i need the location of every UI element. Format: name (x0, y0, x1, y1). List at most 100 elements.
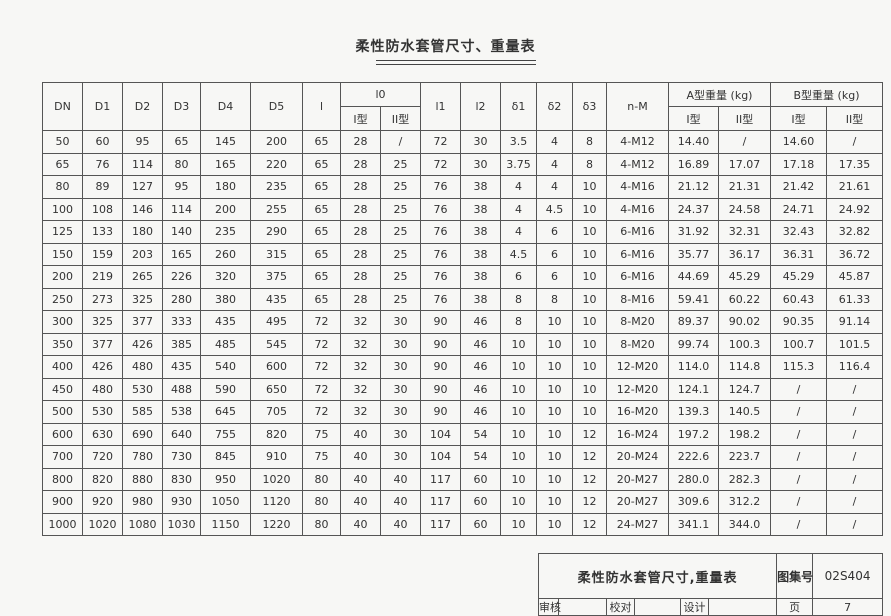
table-cell: 91.14 (825, 310, 884, 334)
table-cell: 10 (536, 355, 573, 379)
table-row: 800 820 880 830 950 1020 80 40 40 117 60 10 10 12 20-M… (42, 467, 884, 491)
table-cell: 44.69 (668, 265, 719, 289)
table-cell: 46 (460, 310, 501, 334)
table-cell: 10 (536, 445, 573, 469)
table-cell: 20-M24 (606, 445, 669, 469)
table-cell: 114 (122, 152, 163, 176)
table-cell: 10 (536, 400, 573, 424)
table-cell: 320 (200, 265, 251, 289)
table-cell: 220 (250, 152, 303, 176)
table-cell: 32.31 (718, 220, 771, 244)
table-cell: 10 (572, 197, 607, 221)
table-row: 150 159 203 165 260 315 65 28 25 76 38 4.5 6 10 6-M16 3… (42, 242, 884, 266)
table-cell: 104 (420, 422, 461, 446)
table-cell: 10 (536, 422, 573, 446)
table-cell: 4 (536, 130, 573, 154)
table-cell: 10 (500, 422, 537, 446)
table-cell: 21.42 (770, 175, 827, 199)
table-cell: 226 (162, 265, 201, 289)
table-cell: 8 (572, 130, 607, 154)
atlas-label: 图集号 (776, 553, 813, 599)
table-cell: 180 (122, 220, 163, 244)
table-cell: 38 (460, 265, 501, 289)
table-cell: 8 (500, 287, 537, 311)
table-cell: 12-M20 (606, 355, 669, 379)
check-label: 校对 (606, 598, 635, 616)
table-row: 200 219 265 226 320 375 65 28 25 76 38 6 6 10 6-M16 44.… (42, 265, 884, 289)
table-cell: 435 (162, 355, 201, 379)
table-cell: 10 (572, 400, 607, 424)
table-cell: 435 (200, 310, 251, 334)
table-cell: 1000 (42, 512, 83, 536)
table-cell: / (770, 490, 827, 514)
table-cell: 28 (340, 287, 381, 311)
table-cell: 65 (302, 287, 341, 311)
table-cell: 65 (302, 265, 341, 289)
table-cell: 46 (460, 377, 501, 401)
table-cell: 60.43 (770, 287, 827, 311)
column-header: δ3 (572, 82, 607, 131)
table-cell: 21.61 (825, 175, 884, 199)
table-cell: 1020 (250, 467, 303, 491)
column-header: l1 (420, 82, 461, 131)
table-cell: 21.12 (668, 175, 719, 199)
table-cell: / (825, 490, 884, 514)
table-cell: 10 (500, 355, 537, 379)
table-cell: 325 (122, 287, 163, 311)
sub-header: II型 (380, 106, 421, 131)
table-cell: 25 (380, 287, 421, 311)
table-cell: 30 (460, 130, 501, 154)
table-cell: 65 (302, 175, 341, 199)
table-cell: 800 (42, 467, 83, 491)
table-cell: 820 (250, 422, 303, 446)
table-cell: 65 (302, 242, 341, 266)
table-cell: 377 (122, 310, 163, 334)
table-cell: 198.2 (718, 422, 771, 446)
table-cell: 40 (340, 422, 381, 446)
table-cell: 45.29 (718, 265, 771, 289)
column-header: D1 (82, 82, 123, 131)
table-cell: 38 (460, 242, 501, 266)
table-cell: 6-M16 (606, 242, 669, 266)
table-cell: 930 (162, 490, 201, 514)
table-cell: 115.3 (770, 355, 827, 379)
group-header: B型重量 (kg) (769, 82, 884, 107)
table-cell: 16-M20 (606, 400, 669, 424)
table-cell: 600 (42, 422, 83, 446)
table-cell: 21.31 (718, 175, 771, 199)
table-cell: 4-M12 (606, 152, 669, 176)
table-cell: 10 (536, 512, 573, 536)
table-cell: 28 (340, 265, 381, 289)
table-cell: 10 (572, 332, 607, 356)
table-cell: 545 (250, 332, 303, 356)
table-cell: 30 (380, 377, 421, 401)
table-cell: 10 (572, 355, 607, 379)
table-cell: 200 (42, 265, 83, 289)
table-cell: 590 (200, 377, 251, 401)
table-cell: 40 (380, 490, 421, 514)
table-cell: 28 (340, 242, 381, 266)
table-cell: 60 (460, 467, 501, 491)
table-cell: 72 (302, 332, 341, 356)
column-header: δ2 (536, 82, 573, 131)
table-cell: 101.5 (825, 332, 884, 356)
table-cell: 600 (250, 355, 303, 379)
table-cell: 6 (536, 220, 573, 244)
sub-header: II型 (825, 106, 884, 131)
table-cell: 219 (82, 265, 123, 289)
table-cell: 24.92 (825, 197, 884, 221)
sub-header: I型 (770, 106, 827, 131)
table-cell: 90.35 (770, 310, 827, 334)
table-cell: 540 (200, 355, 251, 379)
table-cell: 4.5 (500, 242, 537, 266)
table-cell: 117 (420, 490, 461, 514)
table-cell: / (718, 130, 771, 154)
column-header: n-M (606, 82, 669, 131)
table-cell: 114 (162, 197, 201, 221)
table-cell: 54 (460, 422, 501, 446)
table-cell: 76 (420, 197, 461, 221)
column-header: D5 (250, 82, 303, 131)
column-header: l2 (460, 82, 501, 131)
table-cell: 32 (340, 377, 381, 401)
table-cell: 38 (460, 287, 501, 311)
